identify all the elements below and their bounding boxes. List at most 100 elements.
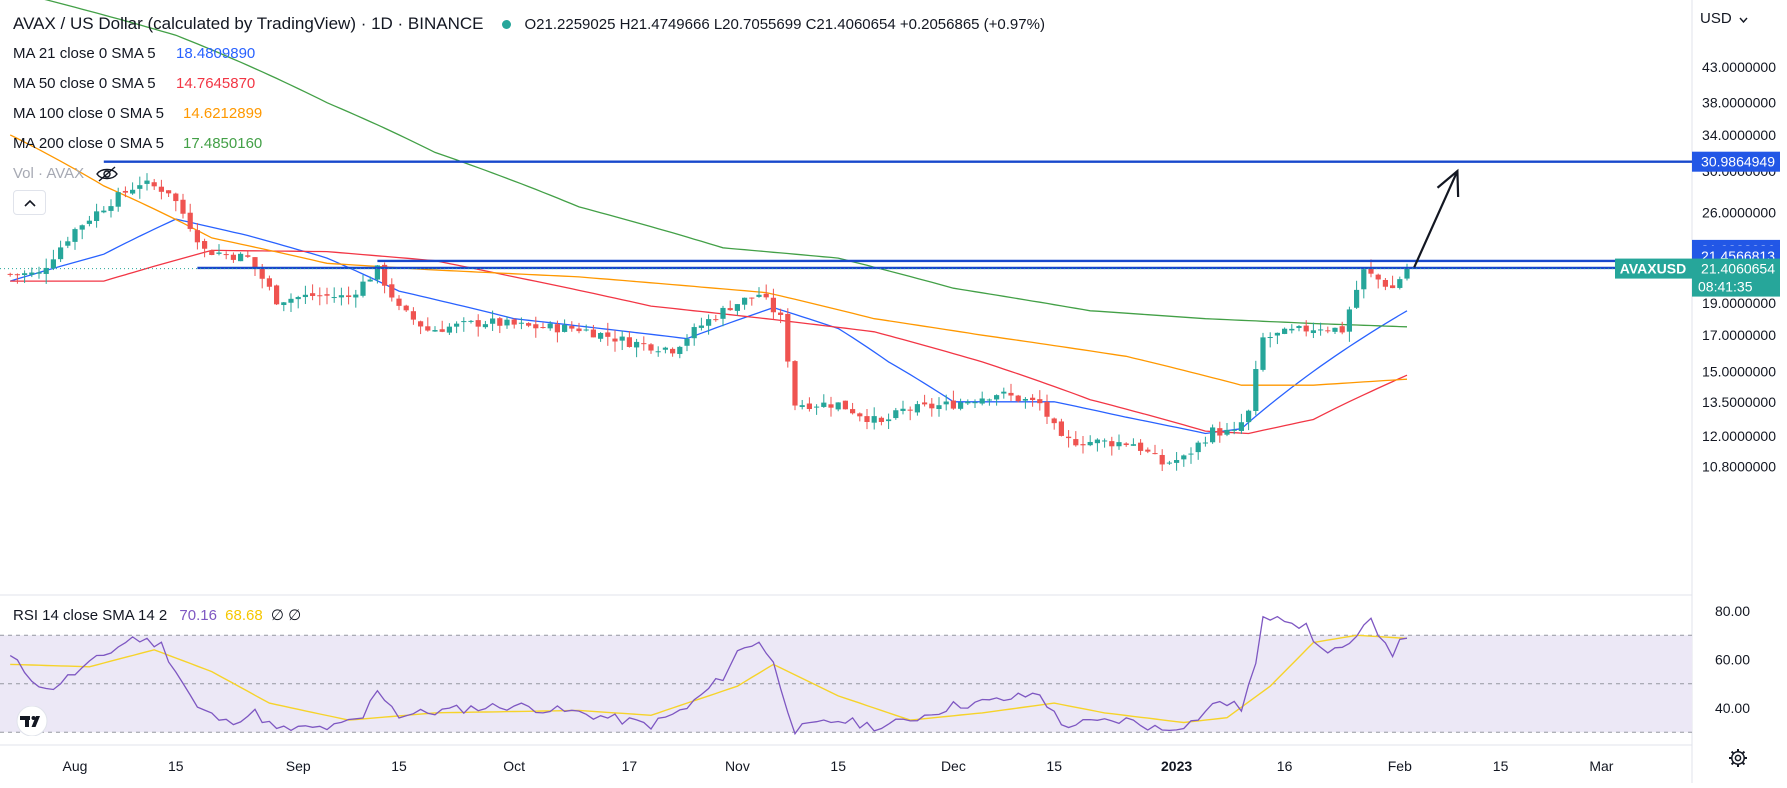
candle bbox=[1102, 438, 1108, 448]
candle bbox=[1260, 332, 1266, 372]
candle bbox=[1130, 438, 1136, 446]
ma-200-legend[interactable]: MA 200 close 0 SMA 5 17.4850160 bbox=[13, 135, 262, 152]
candle-body bbox=[922, 402, 928, 405]
candle bbox=[202, 238, 208, 258]
candle bbox=[684, 334, 690, 352]
candle bbox=[821, 394, 827, 408]
candle bbox=[720, 305, 726, 327]
candle bbox=[727, 300, 733, 311]
candle bbox=[482, 320, 488, 329]
candle-body bbox=[173, 193, 179, 202]
candle-body bbox=[317, 295, 323, 297]
rsi-label: RSI 14 close SMA 14 2 bbox=[13, 607, 168, 624]
candle bbox=[864, 409, 870, 430]
candle-body bbox=[1354, 289, 1360, 308]
candle bbox=[619, 330, 625, 351]
candle bbox=[468, 320, 474, 324]
candle-body bbox=[965, 401, 971, 404]
moving-averages bbox=[9, 0, 1408, 435]
candle-body bbox=[1224, 429, 1230, 435]
rsi-extra: ∅ ∅ bbox=[270, 607, 302, 624]
price-tick-label: 10.8000000 bbox=[1702, 458, 1776, 474]
candle-body bbox=[79, 225, 85, 230]
time-tick-label: 15 bbox=[830, 758, 846, 774]
rsi-legend[interactable]: RSI 14 close SMA 14 2 70.16 68.68 ∅ ∅ bbox=[13, 606, 301, 624]
candle-body bbox=[907, 409, 913, 411]
candle bbox=[922, 394, 928, 407]
candle-body bbox=[432, 330, 438, 332]
price-tick-label: 26.0000000 bbox=[1702, 204, 1776, 220]
candle bbox=[799, 399, 805, 410]
volume-legend[interactable]: Vol · AVAX bbox=[13, 165, 118, 182]
candle-body bbox=[864, 416, 870, 422]
price-tag-bg bbox=[1692, 151, 1780, 172]
candle-body bbox=[475, 320, 481, 327]
candle-body bbox=[72, 229, 78, 242]
rsi-tick-label: 60.00 bbox=[1715, 652, 1750, 668]
candle bbox=[1282, 327, 1288, 335]
ma-100-legend[interactable]: MA 100 close 0 SMA 5 14.6212899 bbox=[13, 105, 262, 122]
candle-body bbox=[1008, 392, 1014, 396]
ma-50-legend[interactable]: MA 50 close 0 SMA 5 14.7645870 bbox=[13, 75, 255, 92]
candle-body bbox=[7, 273, 13, 275]
candle bbox=[158, 179, 164, 200]
candle bbox=[1109, 436, 1115, 456]
collapse-legend-button[interactable] bbox=[13, 190, 46, 215]
candle bbox=[958, 398, 964, 411]
symbol-tag-label: AVAXUSD bbox=[1620, 261, 1686, 277]
candle bbox=[115, 187, 121, 212]
symbol-title[interactable]: AVAX / US Dollar (calculated by TradingV… bbox=[13, 14, 484, 33]
candle-body bbox=[684, 338, 690, 346]
candle bbox=[518, 317, 524, 330]
candle bbox=[554, 320, 560, 343]
candle bbox=[418, 320, 424, 335]
rsi-tick-label: 40.00 bbox=[1715, 700, 1750, 716]
candle bbox=[1332, 327, 1338, 335]
candle-body bbox=[468, 320, 474, 322]
candle bbox=[1094, 438, 1100, 452]
currency-label: USD bbox=[1700, 10, 1732, 27]
candle-body bbox=[497, 318, 503, 326]
candle-body bbox=[698, 325, 704, 328]
ma-21-legend[interactable]: MA 21 close 0 SMA 5 18.4809890 bbox=[13, 45, 255, 62]
currency-selector[interactable]: USD bbox=[1700, 10, 1748, 27]
candle-body bbox=[950, 400, 956, 409]
candle-body bbox=[108, 206, 114, 211]
candle-body bbox=[367, 279, 373, 282]
candle-body bbox=[353, 294, 359, 298]
candle-body bbox=[713, 319, 719, 321]
candle-body bbox=[1397, 279, 1403, 288]
candle-body bbox=[1102, 440, 1108, 442]
candle-body bbox=[1094, 439, 1100, 444]
candle-body bbox=[1037, 399, 1043, 404]
candle-body bbox=[151, 182, 157, 187]
candle bbox=[475, 314, 481, 337]
candle-body bbox=[1080, 444, 1086, 446]
candle-body bbox=[727, 308, 733, 311]
candle bbox=[792, 360, 798, 411]
candle bbox=[266, 275, 272, 291]
candle-body bbox=[778, 312, 784, 315]
candle bbox=[1015, 394, 1021, 403]
candle bbox=[1318, 322, 1324, 336]
candle bbox=[590, 324, 596, 338]
candle bbox=[1174, 452, 1180, 471]
candle bbox=[1303, 320, 1309, 337]
candle-body bbox=[266, 278, 272, 287]
ma-label: MA 200 close 0 SMA 5 bbox=[13, 135, 164, 152]
candle bbox=[446, 323, 452, 335]
candle-body bbox=[202, 241, 208, 249]
candle bbox=[1152, 444, 1158, 455]
candle-body bbox=[893, 410, 899, 419]
candle bbox=[331, 287, 337, 303]
candle-body bbox=[605, 332, 611, 337]
candle bbox=[979, 391, 985, 406]
candle bbox=[835, 402, 841, 412]
gear-icon[interactable] bbox=[1728, 748, 1748, 768]
eye-crossed-icon[interactable] bbox=[96, 165, 118, 182]
candle bbox=[626, 331, 632, 348]
tradingview-logo-icon[interactable] bbox=[14, 706, 50, 736]
candle-body bbox=[274, 285, 280, 305]
